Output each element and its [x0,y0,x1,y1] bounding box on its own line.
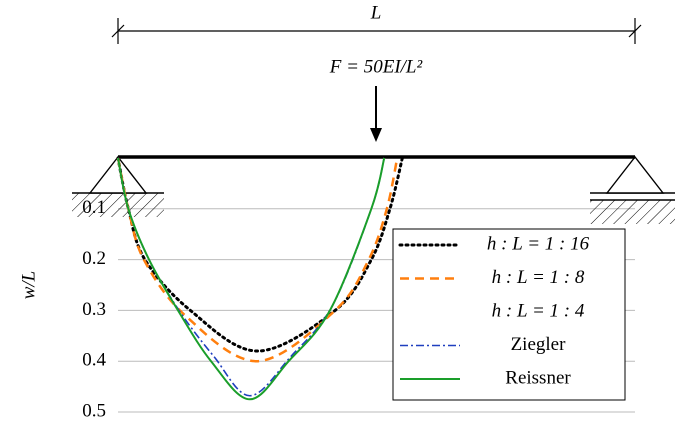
y-axis-label: w/L [18,271,39,300]
legend-box [392,228,626,401]
force-label: F = 50EI/L² [329,56,423,77]
series-line [116,156,404,353]
y-tick-label: 0.5 [82,400,106,421]
series-line [116,157,399,363]
series-line [117,157,386,401]
supports [72,155,675,224]
span-label: L [370,2,382,23]
legend-label: h : L = 1 : 4 [492,300,585,321]
legend-label: h : L = 1 : 16 [487,233,590,254]
legend-label: h : L = 1 : 8 [492,267,585,288]
curves [116,156,404,401]
legend-label: Reissner [505,367,571,388]
y-tick-label: 0.3 [82,299,106,320]
dimension [111,18,642,44]
legend-label: Ziegler [511,334,567,355]
legend: h : L = 1 : 16 h : L = 1 : 8 h : L = 1 : 4… [392,228,626,401]
y-tick-label: 0.2 [82,248,106,269]
grid: 0.10.20.30.40.5 [82,197,635,421]
y-tick-label: 0.4 [82,350,106,371]
force-arrow [370,86,382,142]
